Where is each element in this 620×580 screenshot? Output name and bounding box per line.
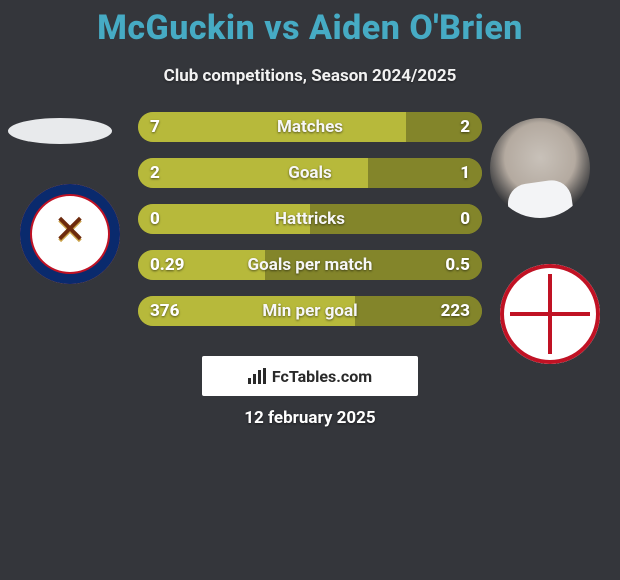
- club-crest-left: [20, 184, 120, 284]
- stat-metric-label: Min per goal: [138, 296, 482, 326]
- stat-right-value: 1: [460, 158, 470, 188]
- source-logo-text: FcTables.com: [272, 367, 372, 386]
- date-label: 12 february 2025: [0, 408, 620, 428]
- stat-right-value: 223: [441, 296, 470, 326]
- stat-right-value: 2: [460, 112, 470, 142]
- stat-right-value: 0: [460, 204, 470, 234]
- club-crest-right: [500, 264, 600, 364]
- stat-metric-label: Hattricks: [138, 204, 482, 234]
- stat-metric-label: Goals per match: [138, 250, 482, 280]
- stat-row: 376Min per goal223: [138, 296, 482, 326]
- comparison-area: 7Matches22Goals10Hattricks00.29Goals per…: [0, 124, 620, 384]
- page-title: McGuckin vs Aiden O'Brien: [0, 0, 620, 48]
- stat-metric-label: Goals: [138, 158, 482, 188]
- stat-row: 0Hattricks0: [138, 204, 482, 234]
- player-left-avatar: [8, 118, 112, 144]
- stat-bars: 7Matches22Goals10Hattricks00.29Goals per…: [138, 112, 482, 342]
- source-logo: FcTables.com: [202, 356, 418, 396]
- stat-right-value: 0.5: [445, 250, 470, 280]
- subtitle: Club competitions, Season 2024/2025: [0, 66, 620, 86]
- stat-row: 2Goals1: [138, 158, 482, 188]
- player-right-avatar: [490, 118, 590, 218]
- stat-row: 7Matches2: [138, 112, 482, 142]
- chart-icon: [248, 368, 266, 384]
- stat-row: 0.29Goals per match0.5: [138, 250, 482, 280]
- stat-metric-label: Matches: [138, 112, 482, 142]
